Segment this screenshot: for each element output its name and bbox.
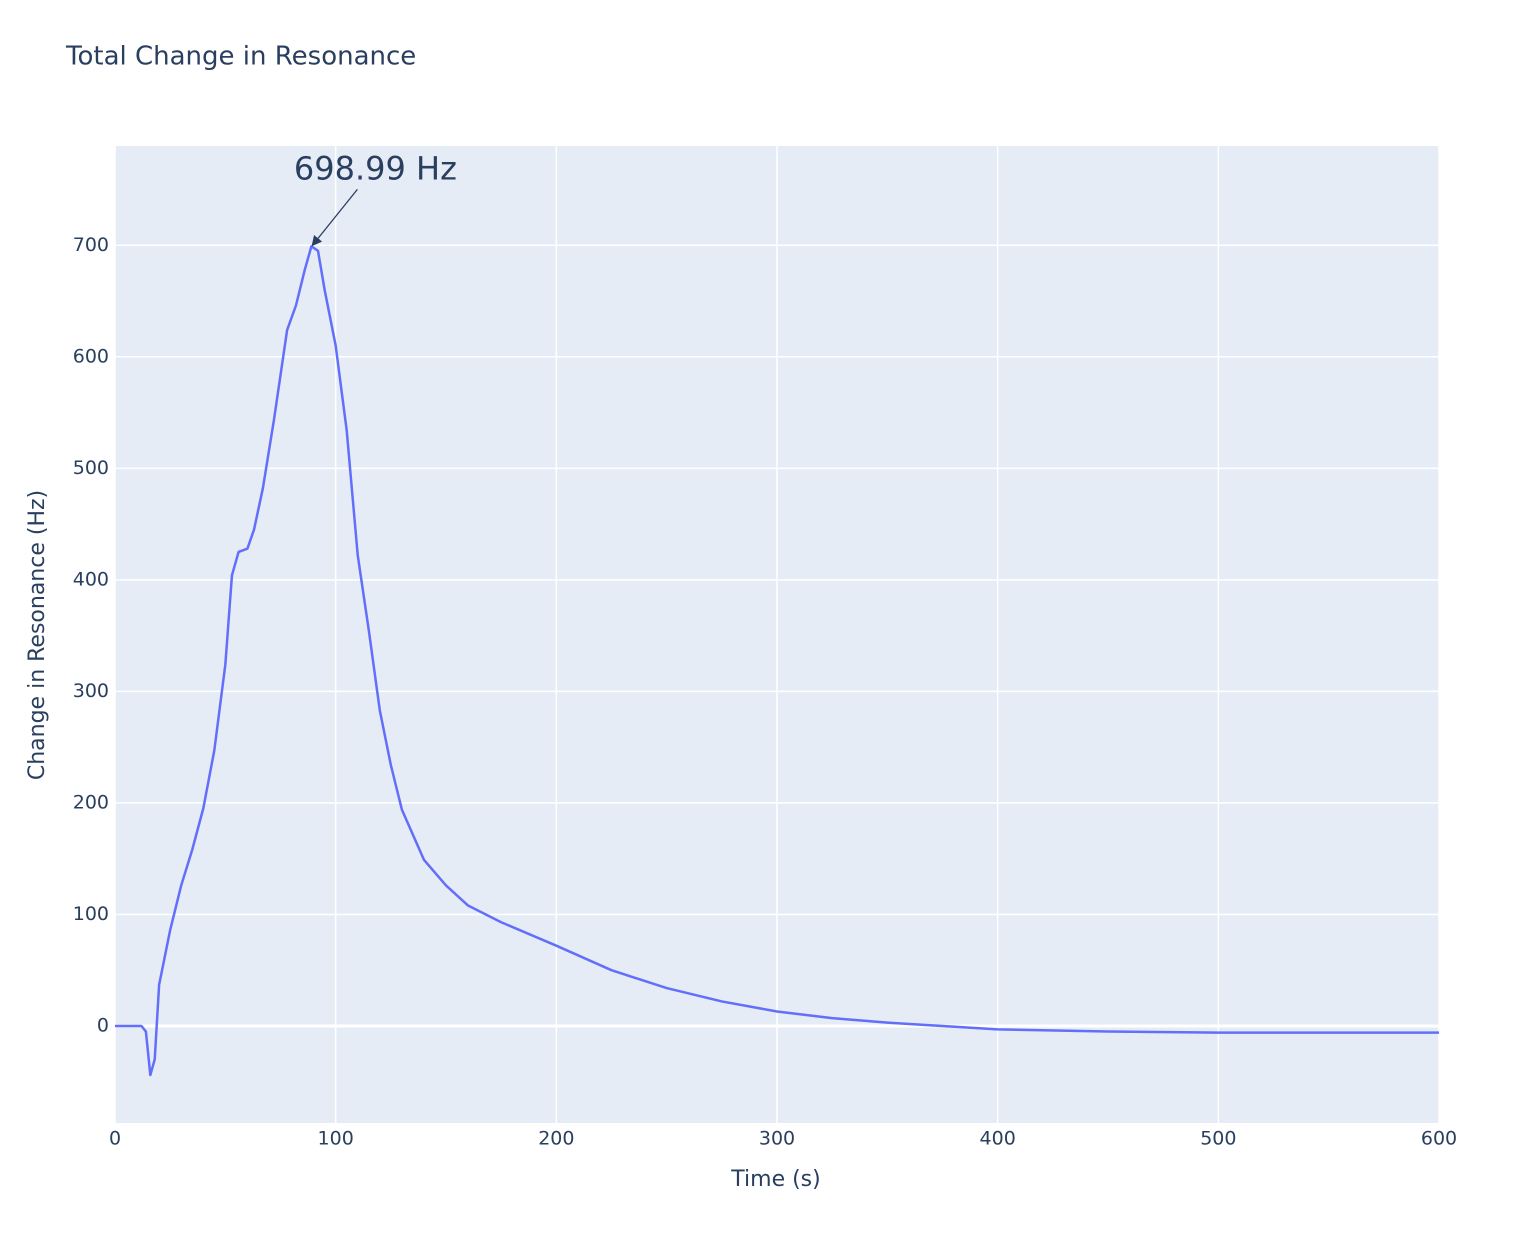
x-axis-title: Time (s) — [730, 1167, 820, 1192]
y-tick-label: 300 — [73, 680, 109, 702]
y-tick-label: 200 — [73, 791, 109, 813]
chart-title: Total Change in Resonance — [65, 42, 416, 72]
y-tick-label: 600 — [73, 345, 109, 367]
x-tick-label: 500 — [1200, 1128, 1236, 1150]
x-tick-label: 0 — [109, 1128, 121, 1150]
y-tick-label: 100 — [73, 903, 109, 925]
y-tick-label: 0 — [97, 1014, 109, 1036]
annotation-text: 698.99 Hz — [294, 149, 457, 187]
y-axis-title: Change in Resonance (Hz) — [25, 490, 50, 780]
x-tick-label: 600 — [1421, 1128, 1457, 1150]
y-tick-label: 500 — [73, 457, 109, 479]
x-tick-label: 300 — [759, 1128, 795, 1150]
x-tick-label: 200 — [538, 1128, 574, 1150]
y-tick-label: 700 — [73, 234, 109, 256]
data-line — [115, 245, 1439, 1077]
x-tick-label: 100 — [318, 1128, 354, 1150]
y-tick-label: 400 — [73, 568, 109, 590]
x-tick-label: 400 — [980, 1128, 1016, 1150]
annotation-arrow — [311, 188, 358, 247]
